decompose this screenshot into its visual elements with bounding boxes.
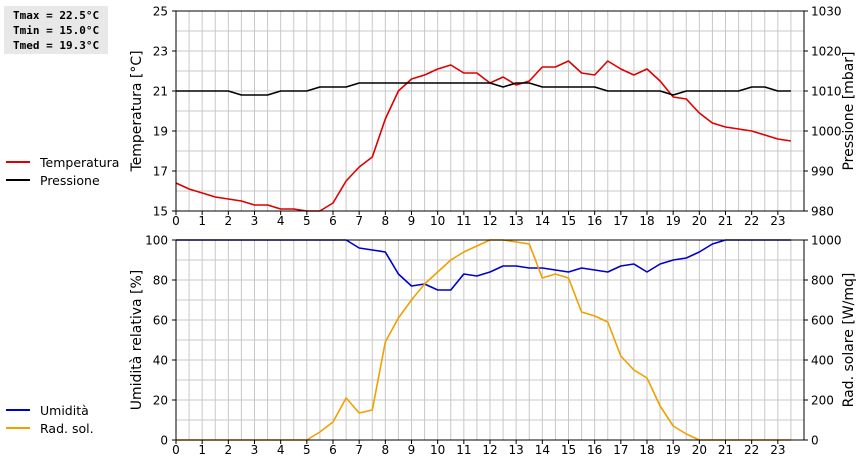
chart2-x-tick-label: 1: [198, 443, 206, 457]
chart1-y2-tick-label: 980: [811, 205, 834, 219]
chart1-x-tick-label: 11: [456, 214, 471, 228]
chart1-y2-tick-label: 1000: [811, 125, 842, 139]
chart2-x-tick-label: 12: [482, 443, 497, 457]
chart1-y-tick-label: 17: [153, 165, 168, 179]
chart2-x-tick-label: 3: [251, 443, 259, 457]
legend-bottom: Umidità Rad. sol.: [6, 401, 94, 437]
chart2-y2-tick-label: 800: [811, 274, 834, 288]
chart1-x-tick-label: 18: [639, 214, 654, 228]
chart1-x-tick-label: 4: [277, 214, 285, 228]
chart1-y-tick-label: 19: [153, 125, 168, 139]
chart1-x-tick-label: 12: [482, 214, 497, 228]
chart1-x-tick-label: 7: [355, 214, 363, 228]
chart1-y-tick-label: 25: [153, 5, 168, 19]
chart2-y-tick-label: 60: [153, 314, 168, 328]
chart2-x-tick-label: 2: [225, 443, 233, 457]
chart1-x-tick-label: 10: [430, 214, 445, 228]
chart2-x-tick-label: 5: [303, 443, 311, 457]
chart1-x-tick-label: 13: [509, 214, 524, 228]
chart2-y2-tick-label: 1000: [811, 234, 842, 248]
legend-top: Temperatura Pressione: [6, 153, 119, 189]
legend-item-humidity: Umidità: [6, 401, 94, 419]
tmax-label: Tmax = 22.5°C: [13, 9, 100, 22]
chart1-x-tick-label: 22: [744, 214, 759, 228]
pressure-swatch: [6, 179, 30, 181]
chart2-x-tick-label: 20: [692, 443, 707, 457]
chart1-x-tick-label: 1: [198, 214, 206, 228]
chart1-series-pressione-line: [176, 82, 791, 96]
chart1-y2-tick-label: 990: [811, 165, 834, 179]
chart2-x-tick-label: 0: [172, 443, 180, 457]
legend-item-radiation: Rad. sol.: [6, 419, 94, 437]
chart1-x-tick-label: 23: [770, 214, 785, 228]
legend-item-pressure: Pressione: [6, 171, 119, 189]
chart2-x-tick-label: 18: [639, 443, 654, 457]
chart1-y2-axis-title: Pressione [mbar]: [841, 51, 857, 170]
chart2-y2-tick-label: 200: [811, 394, 834, 408]
legend-label-humidity: Umidità: [40, 402, 89, 418]
chart2-y2-tick-label: 0: [811, 434, 819, 448]
radiation-swatch: [6, 427, 30, 429]
chart2-x-tick-label: 15: [561, 443, 576, 457]
chart1-x-tick-label: 5: [303, 214, 311, 228]
chart2-y-tick-label: 0: [160, 434, 168, 448]
chart1-x-tick-label: 8: [382, 214, 390, 228]
chart1-y-tick-label: 23: [153, 45, 168, 59]
chart1-y-tick-label: 21: [153, 85, 168, 99]
chart1-x-tick-label: 2: [225, 214, 233, 228]
chart2-x-tick-label: 6: [329, 443, 337, 457]
chart2-x-tick-label: 10: [430, 443, 445, 457]
chart2-x-tick-label: 8: [382, 443, 390, 457]
chart2-x-tick-label: 17: [613, 443, 628, 457]
chart2-y2-axis-title: Rad. solare [W/mq]: [841, 273, 857, 408]
legend-item-temperature: Temperatura: [6, 153, 119, 171]
chart2-x-tick-label: 9: [408, 443, 416, 457]
chart2-y-tick-label: 80: [153, 274, 168, 288]
chart1-y2-tick-label: 1010: [811, 85, 842, 99]
chart2-x-tick-label: 16: [587, 443, 602, 457]
chart1-y2-tick-label: 1020: [811, 45, 842, 59]
chart1-y2-tick-label: 1030: [811, 5, 842, 19]
chart1-x-tick-label: 21: [718, 214, 733, 228]
chart2-y-tick-label: 40: [153, 354, 168, 368]
legend-label-temperature: Temperatura: [40, 154, 120, 170]
chart1-x-tick-label: 16: [587, 214, 602, 228]
chart1-x-tick-label: 15: [561, 214, 576, 228]
chart1-y-axis-title: Temperatura [°C]: [129, 50, 145, 172]
chart1-y-tick-label: 15: [153, 205, 168, 219]
chart2-y-tick-label: 100: [145, 234, 168, 248]
chart2-x-tick-label: 21: [718, 443, 733, 457]
humidity-swatch: [6, 409, 30, 411]
chart1-x-tick-label: 6: [329, 214, 337, 228]
tmed-label: Tmed = 19.3°C: [13, 39, 100, 52]
chart2-x-tick-label: 4: [277, 443, 285, 457]
chart1-x-tick-label: 0: [172, 214, 180, 228]
chart1-series-temperatura-line: [175, 60, 792, 212]
chart2-y2-tick-label: 400: [811, 354, 834, 368]
chart1-x-tick-label: 14: [535, 214, 550, 228]
chart2-x-tick-label: 14: [535, 443, 550, 457]
legend-label-radiation: Rad. sol.: [40, 420, 94, 436]
chart2-x-tick-label: 23: [770, 443, 785, 457]
chart2-x-tick-label: 7: [355, 443, 363, 457]
stats-box: Tmax = 22.5°C Tmin = 15.0°C Tmed = 19.3°…: [4, 6, 108, 54]
chart2-y-tick-label: 20: [153, 394, 168, 408]
legend-label-pressure: Pressione: [40, 172, 100, 188]
chart1-x-tick-label: 19: [666, 214, 681, 228]
chart2-x-tick-label: 19: [666, 443, 681, 457]
chart1-x-tick-label: 9: [408, 214, 416, 228]
chart2-x-tick-label: 13: [509, 443, 524, 457]
tmin-label: Tmin = 15.0°C: [13, 24, 100, 37]
chart2-y2-tick-label: 600: [811, 314, 834, 328]
chart2-x-tick-label: 22: [744, 443, 759, 457]
chart2-x-tick-label: 11: [456, 443, 471, 457]
chart2-y-axis-title: Umidità relativa [%]: [129, 270, 145, 411]
chart1-x-tick-label: 17: [613, 214, 628, 228]
temperature-swatch: [6, 161, 30, 163]
chart1-x-tick-label: 20: [692, 214, 707, 228]
chart1-x-tick-label: 3: [251, 214, 259, 228]
